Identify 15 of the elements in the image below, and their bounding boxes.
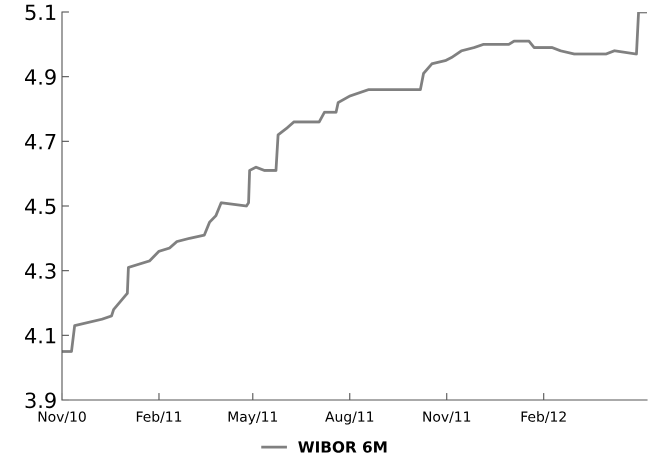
x-tick-label: Nov/10	[38, 411, 86, 423]
y-tick-label: 4.1	[25, 328, 56, 344]
y-tick-label: 4.9	[25, 69, 56, 85]
x-tick-label: Aug/11	[325, 412, 374, 425]
legend-label: WIBOR 6M	[298, 441, 386, 453]
y-tick-label: 5.1	[26, 4, 56, 20]
x-tick-label: Feb/11	[136, 411, 182, 423]
x-tick-label: May/11	[228, 412, 278, 425]
y-tick-label: 4.5	[25, 198, 56, 214]
y-tick-label: 4.7	[25, 134, 56, 150]
y-tick-label: 3.9	[26, 392, 56, 408]
x-tick-label: Nov/11	[423, 412, 470, 423]
line-series	[62, 12, 647, 353]
y-tick-label: 4.3	[25, 263, 56, 279]
x-tick-label: Feb/12	[522, 411, 566, 423]
